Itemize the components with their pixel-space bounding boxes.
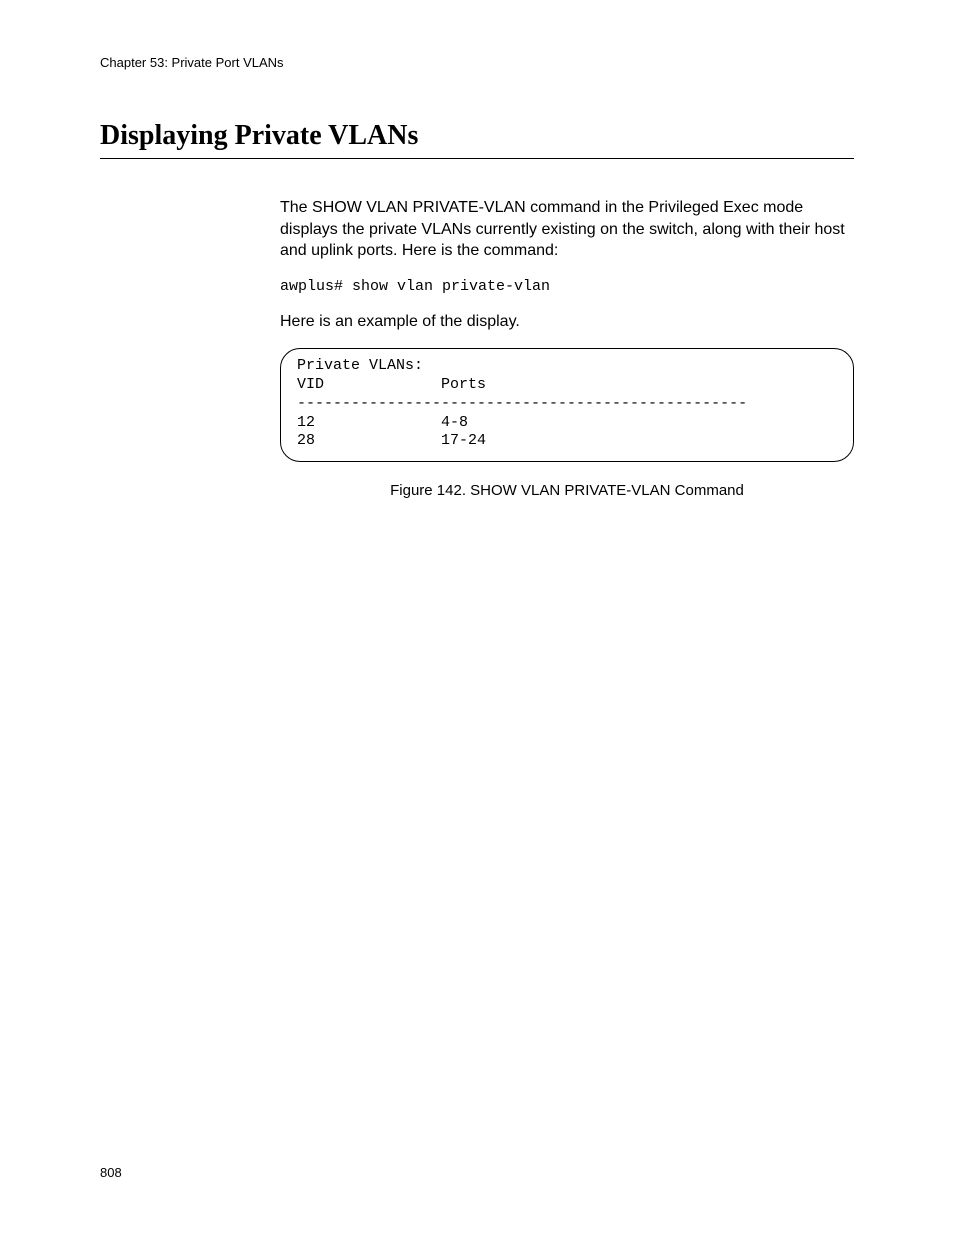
page-number: 808: [100, 1165, 122, 1180]
figure-caption: Figure 142. SHOW VLAN PRIVATE-VLAN Comma…: [280, 482, 854, 499]
terminal-col-vid: VID: [297, 376, 324, 393]
terminal-row-ports: 4-8: [441, 414, 468, 431]
terminal-col-ports: Ports: [441, 376, 486, 393]
terminal-row-vid: 28: [297, 432, 315, 449]
content-block: The SHOW VLAN PRIVATE-VLAN command in th…: [280, 197, 854, 499]
terminal-title: Private VLANs:: [297, 357, 423, 374]
terminal-separator: ----------------------------------------…: [297, 395, 747, 412]
section-title: Displaying Private VLANs: [100, 120, 854, 159]
command-line: awplus# show vlan private-vlan: [280, 278, 854, 295]
chapter-header: Chapter 53: Private Port VLANs: [100, 55, 854, 70]
terminal-row-ports: 17-24: [441, 432, 486, 449]
example-lead: Here is an example of the display.: [280, 311, 854, 333]
intro-paragraph: The SHOW VLAN PRIVATE-VLAN command in th…: [280, 197, 854, 262]
terminal-row-vid: 12: [297, 414, 315, 431]
terminal-output: Private VLANs: VID Ports ---------------…: [280, 348, 854, 462]
